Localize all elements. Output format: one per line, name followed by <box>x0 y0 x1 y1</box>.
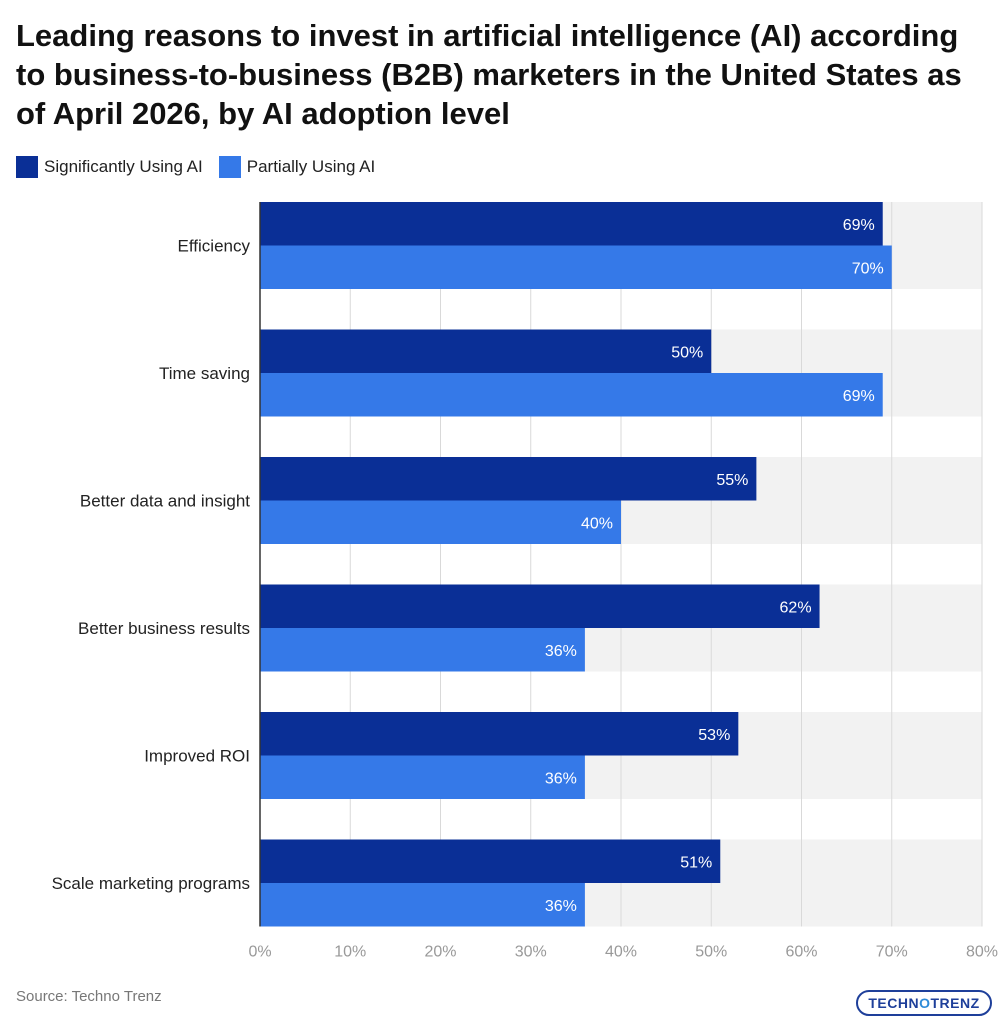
bar-series-1 <box>260 584 820 628</box>
x-tick-label: 60% <box>785 944 817 961</box>
x-tick-label: 50% <box>695 944 727 961</box>
bar-series-1 <box>260 202 883 246</box>
data-label: 36% <box>545 898 577 915</box>
logo-text-3: TRENZ <box>930 995 980 1011</box>
data-label: 50% <box>671 344 703 361</box>
bar-series-1 <box>260 839 721 883</box>
data-label: 36% <box>545 643 577 660</box>
data-label: 70% <box>852 260 884 277</box>
x-tick-label: 10% <box>334 944 366 961</box>
bar-series-2 <box>260 883 585 927</box>
logo-text-1: TECHN <box>868 995 920 1011</box>
category-label: Better data and insight <box>80 492 250 511</box>
bar-series-1 <box>260 329 712 373</box>
logo-text-2: O <box>919 995 931 1011</box>
bar-series-2 <box>260 755 585 799</box>
data-label: 55% <box>716 472 748 489</box>
category-label: Scale marketing programs <box>52 874 250 893</box>
legend: Significantly Using AI Partially Using A… <box>16 156 375 178</box>
data-label: 51% <box>680 854 712 871</box>
legend-label-series-1: Significantly Using AI <box>44 157 203 176</box>
legend-item-series-2: Partially Using AI <box>218 156 376 178</box>
bar-series-2 <box>260 628 585 672</box>
data-label: 40% <box>581 515 613 532</box>
legend-swatch-series-1 <box>16 156 38 178</box>
data-label: 53% <box>698 727 730 744</box>
data-label: 69% <box>843 217 875 234</box>
bar-series-2 <box>260 500 621 544</box>
x-tick-label: 30% <box>515 944 547 961</box>
legend-item-series-1: Significantly Using AI <box>16 156 203 178</box>
x-tick-label: 0% <box>248 944 271 961</box>
bar-series-2 <box>260 373 883 417</box>
chart-title: Leading reasons to invest in artificial … <box>16 18 962 131</box>
techno-trenz-logo: TECHN O TRENZ <box>856 990 992 1016</box>
data-label: 69% <box>843 388 875 405</box>
category-label: Improved ROI <box>144 747 250 766</box>
category-label: Efficiency <box>178 237 251 256</box>
legend-swatch-series-2 <box>218 156 241 178</box>
category-label: Time saving <box>159 364 250 383</box>
x-tick-label: 20% <box>424 944 456 961</box>
source-note: Source: Techno Trenz <box>16 988 162 1005</box>
x-tick-label: 80% <box>966 944 998 961</box>
data-label: 62% <box>780 599 812 616</box>
category-label: Better business results <box>78 619 250 638</box>
bar-chart: 69% 50% 55% 62% 53% 51% 70% 69% 40% 36% 36% 36% Effi… <box>52 202 998 961</box>
bar-series-1 <box>260 712 739 756</box>
x-tick-label: 40% <box>605 944 637 961</box>
x-tick-label: 70% <box>876 944 908 961</box>
legend-label-series-2: Partially Using AI <box>246 157 376 176</box>
data-label: 36% <box>545 770 577 787</box>
bar-series-1 <box>260 457 757 501</box>
bar-series-2 <box>260 245 892 289</box>
